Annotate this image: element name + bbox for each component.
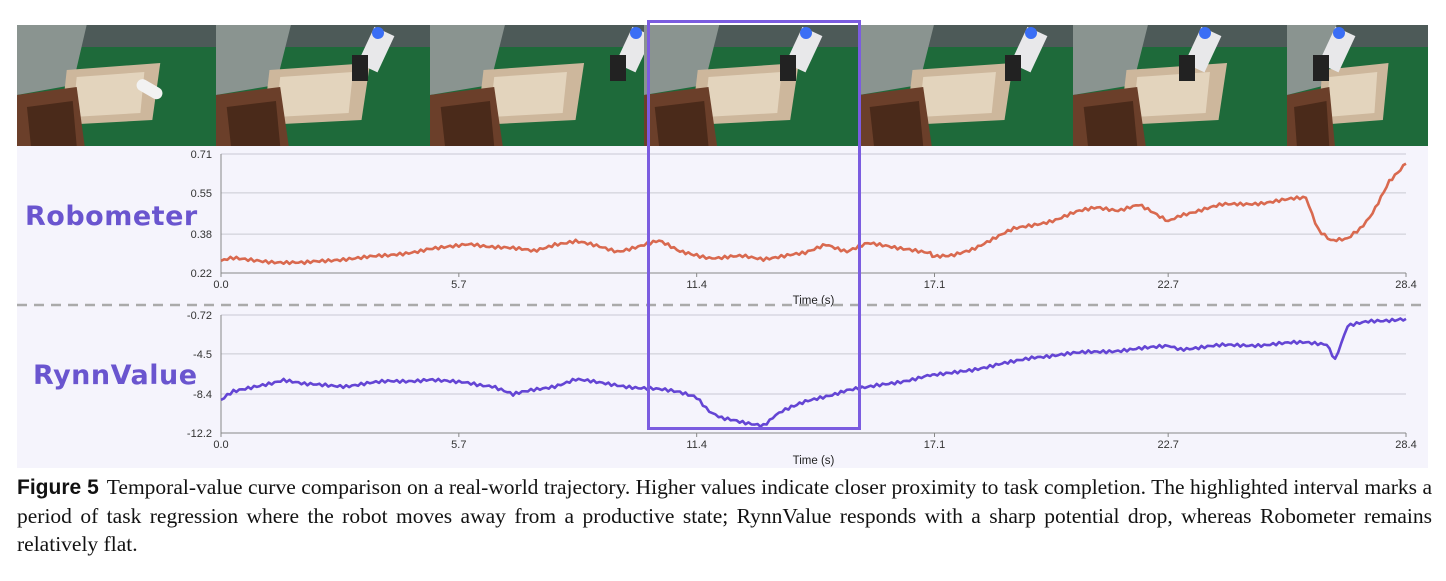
x-tick-label: 22.7 [1157,439,1178,451]
y-tick-label: -4.5 [193,349,212,361]
x-tick-label: 5.7 [451,279,466,291]
video-frame [216,25,430,146]
x-tick-label: 0.0 [213,439,228,451]
robometer-label: Robometer [25,201,198,232]
y-tick-label: 0.22 [191,268,212,280]
chart-panel [17,146,1428,468]
x-tick-label: 5.7 [451,439,466,451]
series-line [220,317,1407,428]
x-tick-label: 0.0 [213,279,228,291]
rynnvalue-label: RynnValue [33,360,198,391]
x-tick-label: 28.4 [1395,279,1416,291]
x-axis-label: Time (s) [793,455,835,467]
y-tick-label: -8.4 [193,389,212,401]
x-tick-label: 17.1 [924,439,945,451]
figure-caption: Figure 5 Temporal-value curve comparison … [17,473,1432,558]
x-tick-label: 11.4 [686,279,707,291]
video-frame [1073,25,1287,146]
caption-text: Temporal-value curve comparison on a rea… [17,475,1432,556]
x-tick-label: 28.4 [1395,439,1416,451]
video-frame [859,25,1073,146]
video-frame [644,25,859,146]
video-frame [17,25,216,146]
series-line [220,162,1407,266]
figure-label: Figure 5 [17,476,99,499]
regression-highlight-box [647,20,861,430]
y-tick-label: 0.38 [191,229,212,241]
robometer-chart: 0.710.550.380.220.0 5.7 11.4 17.1 22.7 28.4Ti… [191,149,1417,307]
x-tick-label: 17.1 [924,279,945,291]
x-tick-label: 22.7 [1157,279,1178,291]
y-tick-label: 0.55 [191,188,212,200]
video-frame [430,25,644,146]
y-tick-label: 0.71 [191,149,212,161]
y-tick-label: -0.72 [187,310,212,322]
x-tick-label: 11.4 [686,439,707,451]
video-frame [1287,25,1428,146]
video-frame-strip [17,25,1428,146]
y-tick-label: -12.2 [187,428,212,440]
rynnvalue-chart: -0.72 -4.5 -8.4 -12.20.0 5.7 11.4 17.1 22.7 28.4… [187,310,1417,467]
